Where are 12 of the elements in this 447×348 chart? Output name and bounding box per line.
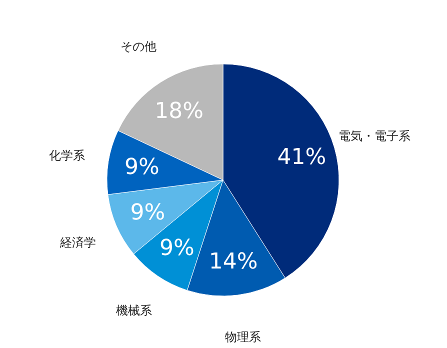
slice-label: 物理系 xyxy=(224,330,261,344)
slice-label: 機械系 xyxy=(116,304,152,318)
slice-label: 化学系 xyxy=(48,148,85,162)
data-label: 9% xyxy=(124,155,160,180)
data-label: 9% xyxy=(159,236,194,261)
slice-label: 電気・電子系 xyxy=(338,128,411,143)
data-label: 41% xyxy=(277,145,326,170)
slice-label: その他 xyxy=(120,40,156,54)
data-label: 14% xyxy=(208,249,258,274)
slice-label: 経済学 xyxy=(58,236,96,250)
data-label: 9% xyxy=(130,200,166,226)
data-label: 18% xyxy=(154,98,204,124)
